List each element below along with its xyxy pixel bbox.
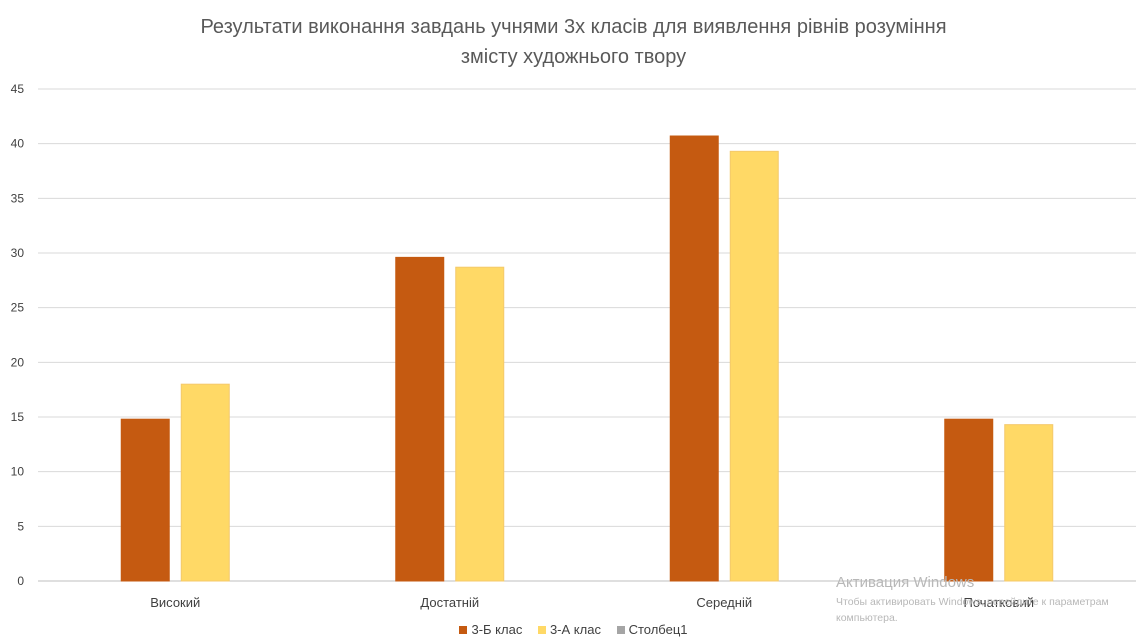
bar-series-1-2 bbox=[395, 256, 445, 582]
bar-series-2-1 bbox=[180, 383, 230, 582]
chart-title-line-2: змісту художнього твору bbox=[460, 46, 687, 68]
legend-swatch-series-1 bbox=[459, 626, 468, 634]
y-tick-label-40: 40 bbox=[11, 137, 25, 151]
chart-title-line-1: Результати виконання завдань учнями 3х к… bbox=[200, 16, 947, 38]
legend-item-series-2: 3-А клас bbox=[537, 622, 601, 637]
legend-item-series-3: Столбец1 bbox=[616, 622, 688, 637]
legend-label-series-2: 3-А клас bbox=[549, 622, 601, 637]
bar-series-2-4 bbox=[1004, 424, 1054, 582]
bar-series-1-1 bbox=[120, 418, 170, 582]
y-tick-label-15: 15 bbox=[11, 410, 25, 424]
bar-series-2-3 bbox=[729, 150, 779, 582]
legend-swatch-series-2 bbox=[537, 626, 546, 634]
y-tick-label-35: 35 bbox=[11, 191, 25, 205]
x-tick-label-3: Середній bbox=[696, 595, 752, 610]
bar-series-1-4 bbox=[944, 418, 994, 582]
legend-label-series-3: Столбец1 bbox=[628, 622, 688, 637]
y-tick-label-30: 30 bbox=[11, 246, 25, 260]
x-tick-label-4: Початковий bbox=[964, 595, 1034, 610]
legend-item-series-1: 3-Б клас bbox=[459, 622, 522, 637]
y-tick-label-45: 45 bbox=[11, 82, 25, 96]
x-tick-label-2: Достатній bbox=[420, 595, 479, 610]
legend-swatch-series-3 bbox=[616, 626, 625, 634]
bar-series-2-2 bbox=[455, 266, 505, 582]
y-tick-label-5: 5 bbox=[17, 519, 24, 533]
chart-title: Результати виконання завдань учнями 3х к… bbox=[0, 12, 1147, 72]
y-tick-label-10: 10 bbox=[11, 465, 25, 479]
legend: 3-Б клас 3-А клас Столбец1 bbox=[0, 622, 1147, 637]
y-tick-label-20: 20 bbox=[11, 355, 25, 369]
legend-label-series-1: 3-Б клас bbox=[471, 622, 523, 637]
x-tick-label-1: Високий bbox=[150, 595, 200, 610]
y-tick-label-25: 25 bbox=[11, 301, 25, 315]
y-tick-label-0: 0 bbox=[17, 574, 24, 588]
bar-series-1-3 bbox=[669, 135, 719, 582]
